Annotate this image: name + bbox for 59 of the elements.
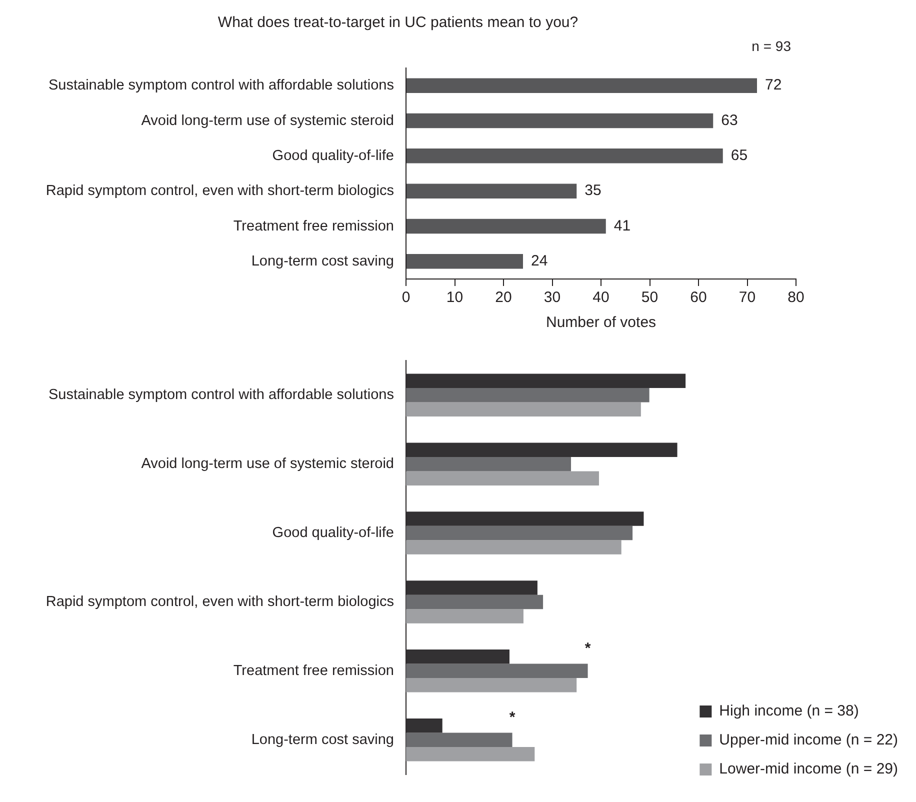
y-tick-label: Rapid symptom control, even with short-term biologics	[46, 183, 394, 200]
data-label: 35	[584, 182, 602, 200]
y-tick-label: Treatment free remission	[233, 662, 394, 679]
data-label: 24	[531, 252, 548, 270]
y-tick-label: Sustainable symptom control with affordable solutions	[48, 78, 394, 94]
x-tick-label: 0	[402, 289, 410, 306]
bar	[406, 78, 757, 93]
bar	[406, 442, 678, 457]
x-tick-label: 60	[690, 289, 707, 306]
y-tick-label: Long-term cost saving	[251, 253, 394, 270]
y-tick-label: Rapid symptom control, even with short-term biologics	[46, 594, 394, 610]
bar	[406, 609, 524, 624]
bar	[406, 148, 723, 164]
legend-label: High income (n = 38)	[719, 702, 859, 720]
data-label: 63	[721, 112, 738, 129]
bar	[406, 512, 644, 526]
bar	[406, 718, 442, 733]
bar	[406, 580, 538, 595]
x-tick-label: 10	[446, 289, 464, 306]
bar	[406, 664, 588, 678]
chart-title: What does treat-to-target in UC patients mean to you?	[218, 14, 578, 32]
x-tick-label: 80	[788, 289, 804, 306]
bar	[406, 594, 544, 610]
data-label: 72	[765, 76, 782, 94]
legend-label: Lower-mid income (n = 29)	[719, 760, 898, 778]
bar	[406, 388, 650, 402]
bar	[406, 254, 523, 269]
bar	[406, 184, 577, 198]
legend-label: Upper-mid income (n = 22)	[719, 732, 898, 749]
bar	[406, 732, 512, 747]
annotation: *	[584, 640, 591, 658]
annotation: *	[509, 709, 516, 726]
bar	[406, 113, 714, 128]
x-tick-label: 40	[592, 289, 610, 306]
y-tick-label: Treatment free remission	[233, 218, 394, 234]
data-label: 41	[614, 217, 631, 234]
bar	[406, 456, 572, 472]
data-label: 65	[730, 147, 748, 164]
x-tick-label: 70	[738, 289, 756, 306]
bar	[406, 402, 641, 417]
x-axis-title: Number of votes	[546, 314, 656, 332]
bar	[406, 526, 633, 540]
bar	[406, 218, 606, 234]
bar	[406, 650, 510, 664]
y-tick-label: Sustainable symptom control with affordable solutions	[48, 387, 394, 404]
bar	[406, 471, 599, 486]
y-tick-label: Avoid long-term use of systemic steroid	[141, 456, 394, 472]
y-tick-label: Long-term cost saving	[251, 732, 394, 748]
bar	[406, 540, 622, 554]
x-tick-label: 30	[544, 289, 561, 306]
x-tick-label: 50	[641, 289, 658, 306]
bar	[406, 678, 577, 692]
y-tick-label: Good quality-of-life	[272, 525, 394, 542]
x-tick-label: 20	[495, 289, 512, 306]
y-tick-label: Avoid long-term use of systemic steroid	[141, 112, 394, 129]
bar	[406, 374, 686, 388]
bar	[406, 746, 535, 762]
y-tick-label: Good quality-of-life	[272, 148, 394, 164]
text: n = 93	[752, 38, 792, 54]
